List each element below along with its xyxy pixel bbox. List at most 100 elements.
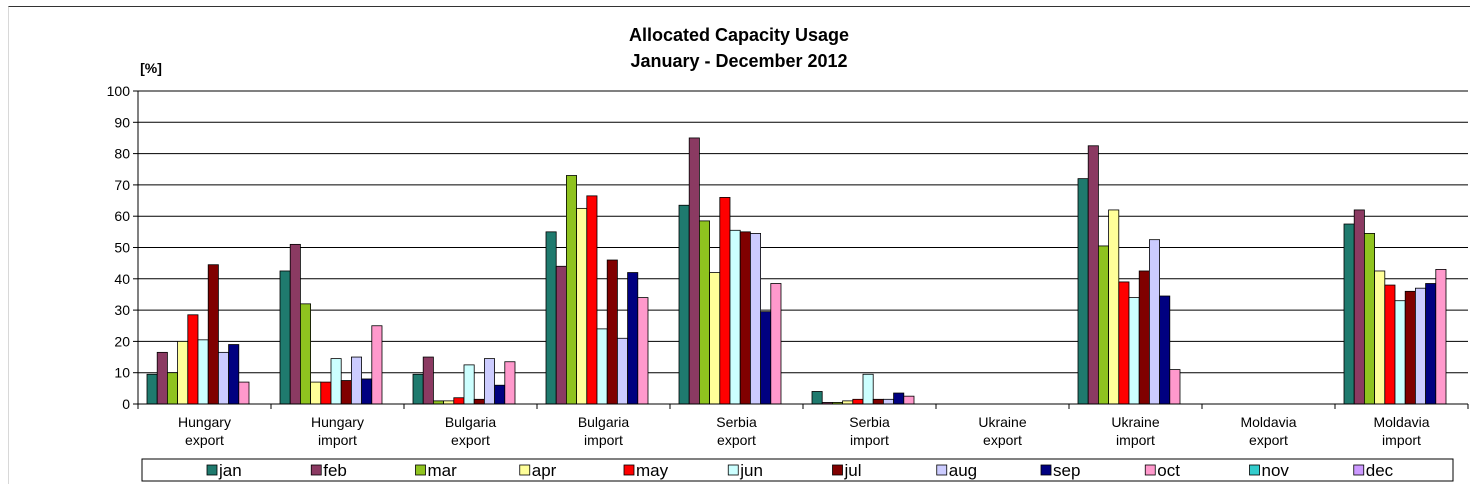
x-category-label: Moldavia bbox=[1373, 414, 1429, 430]
x-category-label: Hungary bbox=[311, 414, 364, 430]
legend-swatch-apr bbox=[519, 464, 531, 476]
y-tick-label: 30 bbox=[114, 302, 130, 318]
bar-sep-hungary-export bbox=[228, 344, 240, 405]
bar-apr-ukraine-import bbox=[1108, 209, 1120, 405]
legend-label-jan: jan bbox=[218, 461, 242, 480]
bar-may-bulgaria-import bbox=[586, 195, 598, 405]
legend-box bbox=[141, 458, 1454, 482]
bar-feb-moldavia-import bbox=[1353, 209, 1365, 405]
axis-layer bbox=[133, 90, 1469, 409]
chart-frame: Allocated Capacity Usage January - Decem… bbox=[8, 6, 1470, 484]
legend-label-jun: jun bbox=[739, 461, 763, 480]
x-category-label: export bbox=[451, 432, 490, 448]
legend-label-oct: oct bbox=[1157, 461, 1180, 480]
y-tick-label: 100 bbox=[107, 83, 131, 99]
bar-may-hungary-import bbox=[320, 381, 332, 405]
y-tick-label: 80 bbox=[114, 146, 130, 162]
bar-oct-bulgaria-import bbox=[637, 297, 649, 405]
legend-label-mar: mar bbox=[428, 461, 458, 480]
bar-aug-hungary-export bbox=[217, 351, 229, 405]
legend-swatch-oct bbox=[1144, 464, 1156, 476]
bar-may-ukraine-import bbox=[1118, 281, 1130, 405]
bar-apr-hungary-export bbox=[177, 340, 189, 405]
x-category-label: Bulgaria bbox=[445, 414, 497, 430]
bar-apr-moldavia-import bbox=[1374, 270, 1386, 405]
bar-feb-ukraine-import bbox=[1087, 145, 1099, 405]
bar-aug-ukraine-import bbox=[1149, 239, 1161, 405]
x-category-label: Ukraine bbox=[978, 414, 1026, 430]
bar-may-bulgaria-export bbox=[453, 397, 465, 405]
x-category-label: import bbox=[1116, 432, 1155, 448]
x-category-label: Serbia bbox=[716, 414, 757, 430]
legend-label-jul: jul bbox=[844, 461, 862, 480]
bar-sep-hungary-import bbox=[361, 378, 373, 405]
bar-aug-moldavia-import bbox=[1415, 287, 1427, 405]
bar-jun-moldavia-import bbox=[1394, 300, 1406, 405]
bar-jun-hungary-export bbox=[197, 339, 209, 405]
bar-apr-serbia-export bbox=[709, 272, 721, 405]
legend-label-may: may bbox=[636, 461, 669, 480]
bar-oct-moldavia-import bbox=[1435, 269, 1447, 405]
x-category-label: Serbia bbox=[849, 414, 890, 430]
bar-sep-serbia-import bbox=[893, 392, 905, 405]
bar-aug-bulgaria-import bbox=[617, 337, 629, 405]
x-category-label: import bbox=[318, 432, 357, 448]
bar-oct-hungary-import bbox=[371, 325, 383, 405]
bar-jul-hungary-import bbox=[340, 380, 352, 405]
legend-swatch-aug bbox=[936, 464, 948, 476]
legend-swatch-may bbox=[623, 464, 635, 476]
y-tick-label: 40 bbox=[114, 271, 130, 287]
bar-aug-hungary-import bbox=[350, 356, 362, 405]
bar-oct-serbia-import bbox=[903, 395, 915, 405]
legend-swatch-mar bbox=[415, 464, 426, 476]
bar-oct-hungary-export bbox=[238, 381, 250, 405]
bar-jan-hungary-export bbox=[146, 373, 158, 405]
y-tick-label: 50 bbox=[114, 240, 130, 256]
bar-sep-ukraine-import bbox=[1159, 295, 1171, 405]
x-category-label: export bbox=[1249, 432, 1288, 448]
legend-swatch-dec bbox=[1353, 464, 1365, 476]
bar-mar-hungary-export bbox=[166, 372, 178, 405]
legend-label-apr: apr bbox=[532, 461, 557, 480]
x-category-label: export bbox=[717, 432, 756, 448]
legend-label-nov: nov bbox=[1262, 461, 1290, 480]
bar-oct-serbia-export bbox=[770, 283, 782, 405]
bar-layer bbox=[146, 137, 1447, 405]
bar-mar-bulgaria-import bbox=[566, 175, 578, 405]
y-tick-label: 20 bbox=[114, 333, 130, 349]
bar-feb-serbia-export bbox=[688, 137, 700, 405]
bar-chart: Allocated Capacity Usage January - Decem… bbox=[107, 25, 1469, 482]
bar-may-hungary-export bbox=[187, 314, 199, 405]
bar-jan-hungary-import bbox=[279, 270, 291, 405]
bar-jun-serbia-export bbox=[729, 229, 741, 405]
bar-feb-bulgaria-export bbox=[422, 356, 434, 405]
bar-jul-bulgaria-export bbox=[473, 398, 485, 405]
legend: jan feb mar apr may jun jul aug sep oct nov dec bbox=[141, 458, 1454, 482]
bar-apr-bulgaria-import bbox=[576, 207, 588, 405]
legend-swatch-jun bbox=[727, 464, 739, 476]
bar-aug-serbia-import bbox=[883, 398, 895, 405]
bar-mar-serbia-export bbox=[699, 220, 711, 405]
legend-swatch-jul bbox=[832, 464, 843, 476]
bar-oct-bulgaria-export bbox=[504, 361, 516, 405]
bar-feb-hungary-import bbox=[289, 243, 301, 405]
x-category-label: Hungary bbox=[178, 414, 231, 430]
x-category-label: export bbox=[983, 432, 1022, 448]
bar-feb-hungary-export bbox=[156, 351, 168, 405]
y-tick-label: 90 bbox=[114, 114, 130, 130]
bar-mar-ukraine-import bbox=[1098, 245, 1110, 405]
bar-jul-serbia-export bbox=[739, 231, 751, 405]
x-category-label: export bbox=[185, 432, 224, 448]
bar-may-serbia-export bbox=[719, 197, 731, 405]
bar-jul-moldavia-import bbox=[1404, 290, 1416, 405]
legend-label-feb: feb bbox=[323, 461, 347, 480]
bar-jan-bulgaria-export bbox=[412, 373, 424, 405]
x-category-label: Ukraine bbox=[1111, 414, 1159, 430]
bar-jul-hungary-export bbox=[207, 264, 219, 405]
legend-swatch-nov bbox=[1249, 464, 1260, 476]
chart-subtitle: January - December 2012 bbox=[630, 51, 847, 71]
bar-may-serbia-import bbox=[852, 398, 864, 405]
x-category-label: Moldavia bbox=[1240, 414, 1296, 430]
bar-jun-bulgaria-export bbox=[463, 364, 475, 405]
bar-sep-moldavia-import bbox=[1425, 283, 1437, 405]
